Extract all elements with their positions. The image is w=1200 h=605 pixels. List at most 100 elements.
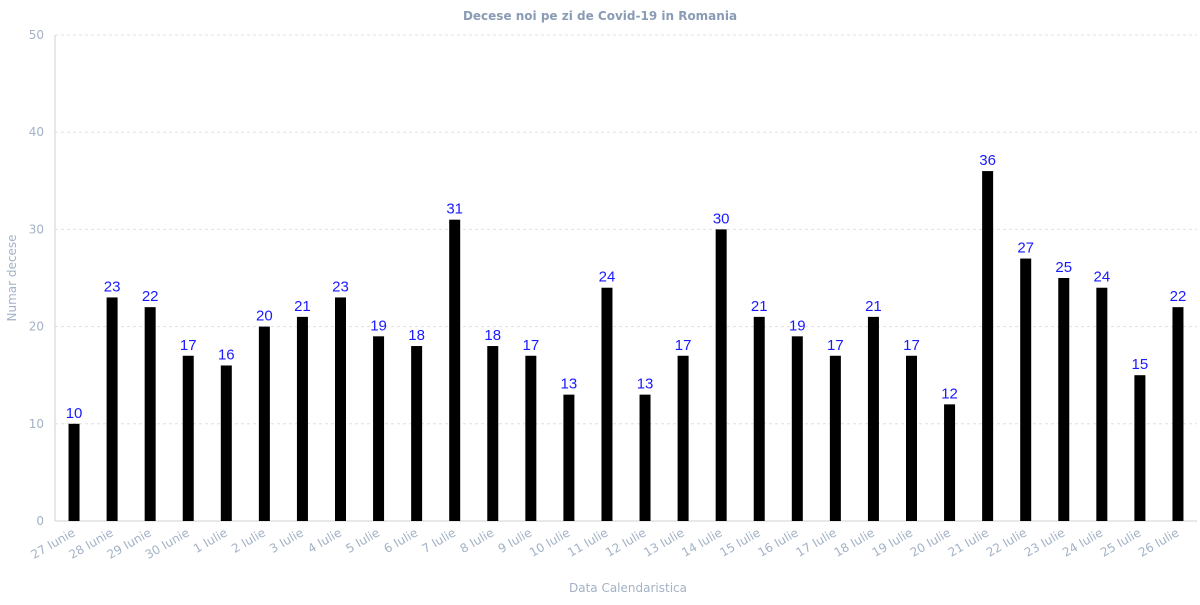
- data-label: 17: [675, 337, 692, 354]
- data-label: 22: [142, 288, 159, 305]
- y-tick-label: 10: [29, 417, 44, 431]
- data-label: 18: [408, 327, 425, 344]
- data-label: 17: [827, 337, 844, 354]
- data-label: 20: [256, 308, 273, 325]
- bar[interactable]: [220, 365, 232, 521]
- data-label: 12: [941, 385, 958, 402]
- y-tick-labels: 0 10 20 30 40 50: [29, 28, 44, 528]
- x-tick-label: 1 Iulie: [191, 525, 230, 555]
- x-tick-label: 3 Iulie: [267, 525, 306, 555]
- bar[interactable]: [68, 423, 80, 521]
- bar[interactable]: [1096, 287, 1108, 521]
- bar[interactable]: [982, 171, 994, 521]
- axes: [54, 35, 1197, 522]
- data-label: 22: [1170, 288, 1187, 305]
- x-tick-label: 10 Iulie: [527, 525, 572, 559]
- bar[interactable]: [373, 336, 385, 521]
- x-tick-label: 26 Iulie: [1136, 525, 1181, 559]
- data-label: 36: [979, 152, 996, 169]
- bar[interactable]: [258, 326, 270, 521]
- bar[interactable]: [906, 355, 917, 521]
- data-label: 21: [751, 298, 768, 315]
- bar[interactable]: [335, 297, 346, 521]
- x-tick-label: 15 Iulie: [717, 525, 762, 559]
- data-label: 19: [789, 317, 806, 334]
- bar[interactable]: [1172, 307, 1184, 521]
- bar[interactable]: [867, 316, 879, 521]
- bar[interactable]: [1058, 278, 1070, 521]
- x-tick-label: 11 Iulie: [565, 525, 610, 559]
- data-labels: 10 23 22 17 16 20 21 23 19 18 31 18 17 13 24 13 17 30 21 19…: [66, 152, 1187, 422]
- x-tick-label: 21 Iulie: [946, 525, 991, 559]
- y-tick-label: 0: [36, 514, 44, 528]
- y-axis-title: Numar decese: [5, 235, 19, 322]
- bar[interactable]: [1020, 258, 1032, 521]
- x-tick-label: 20 Iulie: [908, 525, 953, 559]
- x-tick-label: 8 Iulie: [458, 525, 497, 555]
- data-label: 21: [294, 298, 311, 315]
- bar[interactable]: [639, 394, 651, 521]
- x-tick-label: 2 Iulie: [229, 525, 268, 555]
- bar[interactable]: [106, 297, 118, 521]
- x-tick-label: 19 Iulie: [870, 525, 915, 559]
- x-tick-label: 5 Iulie: [343, 525, 382, 555]
- x-tick-label: 16 Iulie: [755, 525, 800, 559]
- data-label: 17: [903, 337, 920, 354]
- bar[interactable]: [944, 404, 956, 521]
- bar[interactable]: [296, 316, 308, 521]
- x-tick-label: 4 Iulie: [305, 525, 344, 555]
- bar[interactable]: [753, 316, 765, 521]
- bar[interactable]: [487, 346, 499, 521]
- data-label: 15: [1132, 356, 1149, 373]
- data-label: 23: [104, 278, 121, 295]
- bar[interactable]: [182, 355, 194, 521]
- data-label: 13: [561, 376, 578, 393]
- data-label: 25: [1055, 259, 1072, 276]
- data-label: 13: [637, 376, 654, 393]
- data-label: 27: [1017, 240, 1034, 257]
- bar[interactable]: [449, 219, 461, 521]
- y-tick-label: 50: [29, 28, 44, 42]
- bar[interactable]: [411, 346, 423, 521]
- data-label: 16: [218, 346, 235, 363]
- data-label: 17: [522, 337, 539, 354]
- y-tick-label: 40: [29, 125, 44, 139]
- bar[interactable]: [563, 394, 575, 521]
- x-tick-label: 23 Iulie: [1022, 525, 1067, 559]
- x-tick-label: 14 Iulie: [679, 525, 724, 559]
- bar[interactable]: [829, 355, 841, 521]
- data-label: 24: [1093, 269, 1110, 286]
- bar[interactable]: [715, 229, 727, 521]
- data-label: 17: [180, 337, 197, 354]
- data-label: 10: [66, 405, 83, 422]
- x-tick-label: 7 Iulie: [419, 525, 458, 555]
- y-tick-label: 20: [29, 320, 44, 334]
- data-label: 21: [865, 298, 882, 315]
- data-label: 19: [370, 317, 387, 334]
- bar[interactable]: [601, 287, 613, 521]
- x-tick-label: 30 Iunie: [143, 525, 192, 561]
- data-label: 30: [713, 210, 730, 227]
- bar[interactable]: [791, 336, 803, 521]
- data-label: 18: [484, 327, 501, 344]
- bar[interactable]: [1134, 375, 1146, 521]
- x-axis-title: Data Calendaristica: [569, 581, 687, 595]
- bar[interactable]: [525, 355, 537, 521]
- bar[interactable]: [677, 355, 689, 521]
- x-tick-label: 25 Iulie: [1098, 525, 1143, 559]
- x-tick-label: 6 Iulie: [381, 525, 420, 555]
- data-label: 24: [599, 269, 616, 286]
- x-tick-label: 24 Iulie: [1060, 525, 1105, 559]
- bar[interactable]: [144, 307, 156, 521]
- data-label: 31: [446, 201, 463, 218]
- bars: [68, 171, 1184, 521]
- data-label: 23: [332, 278, 349, 295]
- y-tick-label: 30: [29, 222, 44, 236]
- x-tick-label: 17 Iulie: [794, 525, 839, 559]
- x-tick-label: 12 Iulie: [603, 525, 648, 559]
- chart-title: Decese noi pe zi de Covid-19 in Romania: [463, 9, 737, 23]
- x-tick-label: 18 Iulie: [832, 525, 877, 559]
